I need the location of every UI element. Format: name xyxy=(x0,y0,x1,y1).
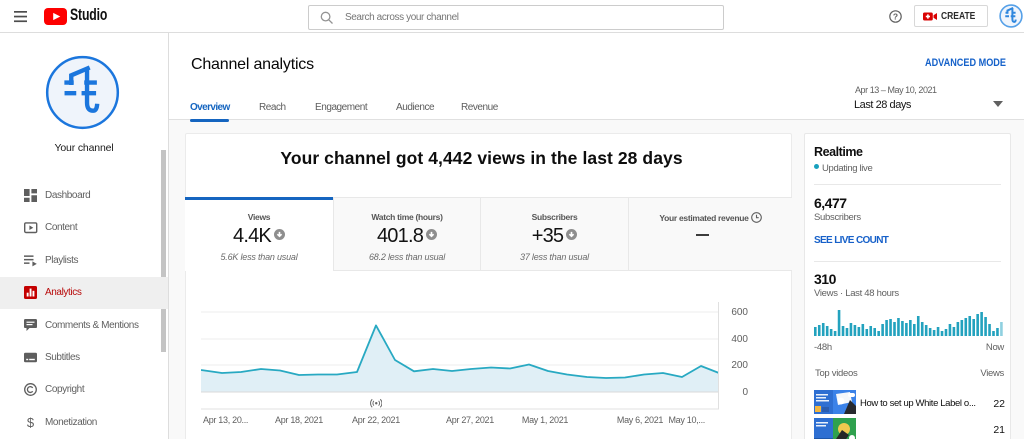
svg-text:$: $ xyxy=(27,416,35,429)
svg-text:?: ? xyxy=(893,11,898,21)
